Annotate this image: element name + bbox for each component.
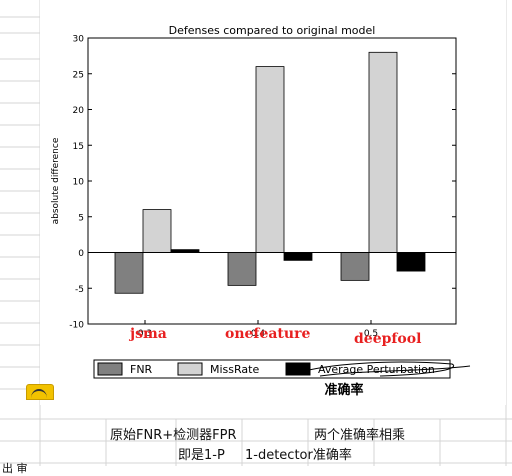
cell-row2-left[interactable]: 即是1-P xyxy=(178,448,225,463)
y-tick-label: 15 xyxy=(73,142,84,152)
bars xyxy=(114,51,426,294)
legend-label-avg-perturbation: Average Perturbation xyxy=(318,363,435,376)
x-axis: 0.3 0.4 0.5 xyxy=(138,320,378,339)
scribble-mark xyxy=(299,361,471,377)
bar-fnr-0.5 xyxy=(340,252,370,281)
y-tick-label: 5 xyxy=(78,213,84,223)
y-axis: -10 -5 0 5 10 15 20 25 30 xyxy=(69,35,456,331)
bar-fnr-0.3 xyxy=(114,252,144,294)
category-name-deepfool: deepfool xyxy=(354,331,422,347)
y-axis-label: absolute difference xyxy=(51,137,61,224)
y-tick-label: 25 xyxy=(73,70,84,80)
bar-fnr-0.4 xyxy=(227,252,257,286)
cell-row2-right[interactable]: 1-detector准确率 xyxy=(245,448,352,463)
legend-label-missrate: MissRate xyxy=(210,363,259,376)
bar-missrate-0.3 xyxy=(142,209,172,253)
bar-missrate-0.4 xyxy=(255,66,285,253)
y-tick-label: 10 xyxy=(73,178,85,188)
y-tick-label: -5 xyxy=(75,285,84,295)
accuracy-annotation: 准确率 xyxy=(324,382,363,398)
sticky-note-icon xyxy=(26,384,54,400)
cell-row1-right[interactable]: 两个准确率相乘 xyxy=(314,428,406,443)
y-tick-label: 30 xyxy=(73,35,85,45)
cell-row3-partial[interactable]: 出 审 xyxy=(2,462,28,475)
category-name-onefeature: onefeature xyxy=(225,326,311,342)
x-tick-label: 0.3 xyxy=(138,329,152,339)
x-tick-label: 0.5 xyxy=(364,329,378,339)
bar-missrate-0.5 xyxy=(368,51,398,253)
legend: FNR MissRate Average Perturbation xyxy=(93,359,451,379)
bar-average-perturbation-0.5 xyxy=(396,252,426,272)
y-tick-label: 20 xyxy=(73,106,85,116)
bar-average-perturbation-0.4 xyxy=(283,252,313,261)
legend-swatch-avg-perturbation xyxy=(285,362,311,376)
category-name-jsma: jsma xyxy=(130,326,167,342)
bar-chart: Defenses compared to original model -10-… xyxy=(51,24,471,398)
y-tick-label: -10 xyxy=(69,321,84,331)
x-tick-label: 0.4 xyxy=(251,329,266,339)
legend-swatch-fnr xyxy=(97,362,123,376)
legend-swatch-missrate xyxy=(177,362,203,376)
y-tick-label: 0 xyxy=(78,249,84,259)
cell-row1-left[interactable]: 原始FNR+检测器FPR xyxy=(110,428,237,443)
chart-title: Defenses compared to original model xyxy=(169,24,376,37)
legend-label-fnr: FNR xyxy=(130,363,153,376)
